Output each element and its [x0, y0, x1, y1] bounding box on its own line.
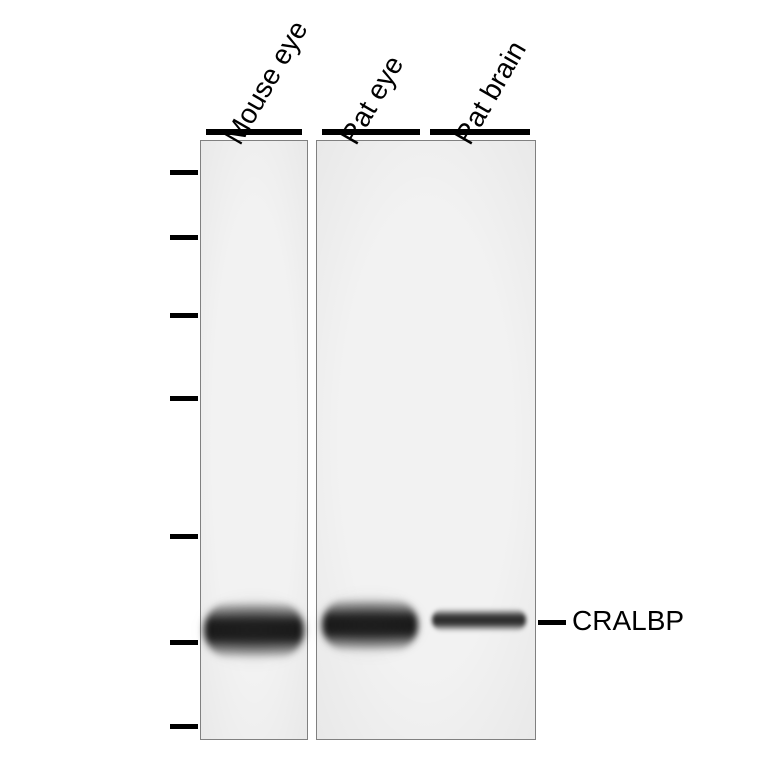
- lane-label: Rat eye: [334, 50, 410, 150]
- mw-tick: [170, 534, 198, 539]
- mw-tick: [170, 170, 198, 175]
- target-tick: [538, 620, 566, 625]
- mw-tick: [170, 640, 198, 645]
- protein-band: [432, 609, 526, 631]
- target-label: CRALBP: [572, 605, 684, 637]
- mw-tick: [170, 313, 198, 318]
- protein-band-halo: [198, 597, 310, 664]
- mw-tick: [170, 724, 198, 729]
- mw-tick: [170, 396, 198, 401]
- mw-tick: [170, 235, 198, 240]
- protein-band-halo: [316, 594, 424, 657]
